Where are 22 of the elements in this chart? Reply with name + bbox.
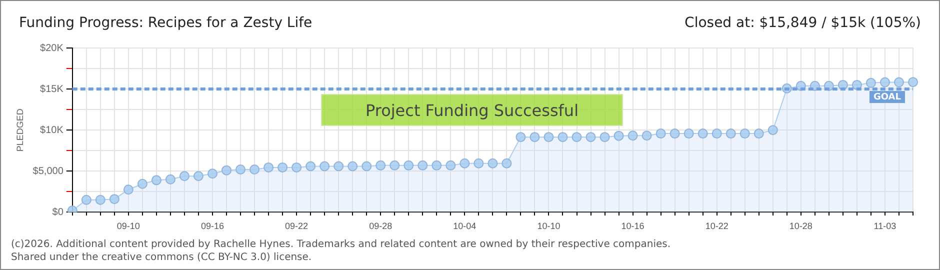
x-tick-label: 10-10: [537, 221, 560, 232]
x-tick-label: 10-16: [621, 221, 644, 232]
y-tick-label: $0: [52, 206, 64, 218]
x-tick-label: 09-28: [369, 221, 392, 232]
x-tick-label: 09-16: [200, 221, 224, 232]
y-tick-label: $15K: [40, 84, 64, 95]
text: Shared under the creative commons (CC BY-NC 3.0) license.: [11, 251, 313, 264]
x-tick-label: 10-04: [453, 221, 476, 232]
ref-line-label: GOAL: [874, 92, 902, 102]
success-banner: Project Funding Successful: [321, 94, 623, 126]
x-tick-label: 09-22: [285, 221, 308, 232]
chart-title: Funding Progress: Recipes for a Zesty Life: [19, 15, 312, 31]
text: (c)2026. Additional content provided by Rachelle Hynes. Trademarks and related content are owned by their respective companies.: [11, 238, 671, 251]
y-tick-label: $20K: [40, 42, 64, 54]
x-tick-label: 11-03: [874, 221, 896, 232]
y-tick-label: $10K: [40, 124, 64, 136]
y-axis-title: PLEDGED: [14, 108, 25, 152]
chart-subtitle: Closed at: $15,849 / $15k (105%): [684, 15, 921, 31]
x-tick-label: 09-10: [116, 221, 140, 232]
y-tick-label: $5,000: [32, 166, 64, 177]
x-tick-label: 10-22: [705, 221, 728, 232]
x-tick-label: 10-28: [789, 221, 812, 232]
